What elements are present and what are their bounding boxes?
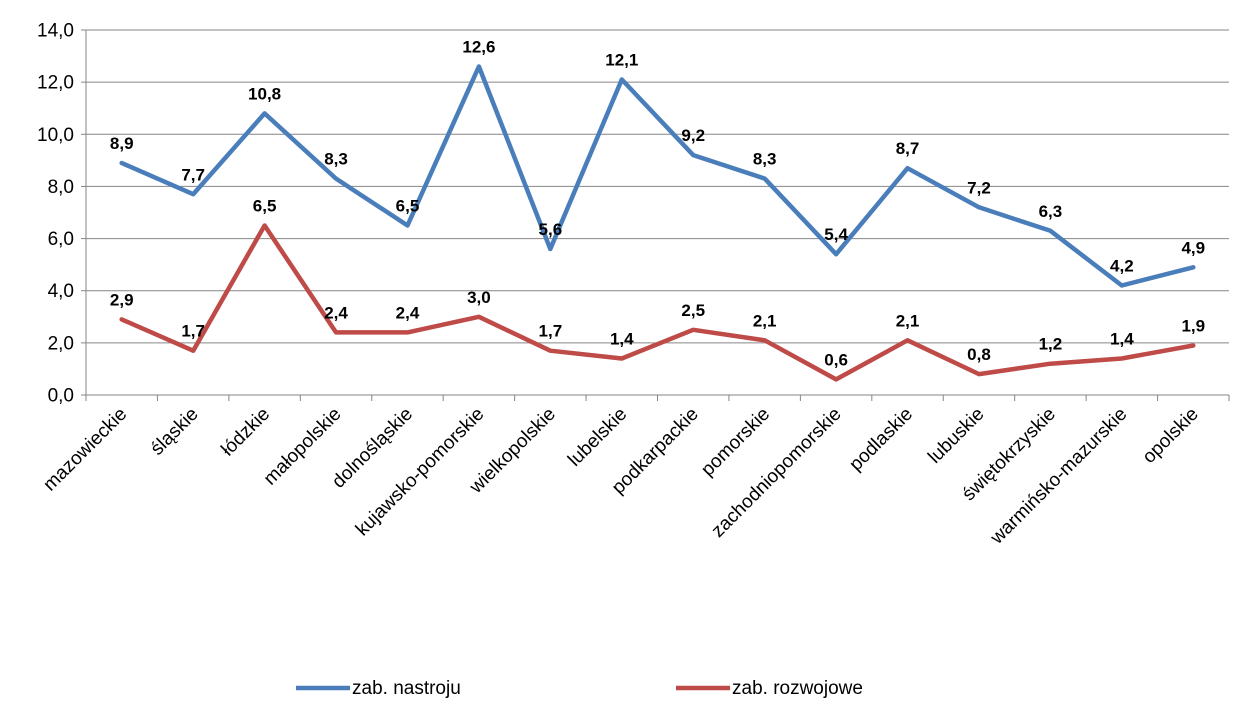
data-label: 2,9 xyxy=(110,290,134,309)
x-category-label: podlaskie xyxy=(845,404,917,476)
data-label: 0,8 xyxy=(967,345,991,364)
legend: zab. nastroju zab. rozwojowe xyxy=(296,678,863,699)
x-category-label: lubuskie xyxy=(924,404,988,468)
data-label: 2,1 xyxy=(753,311,777,330)
data-label: 9,2 xyxy=(681,126,705,145)
x-category-label: opolskie xyxy=(1139,404,1203,468)
data-label: 4,2 xyxy=(1110,257,1134,276)
data-label: 6,5 xyxy=(396,197,420,216)
x-category-label: łódzkie xyxy=(217,404,274,461)
data-label: 8,3 xyxy=(324,150,348,169)
y-tick-label: 12,0 xyxy=(37,73,74,94)
data-label: 8,7 xyxy=(896,139,920,158)
series-line-zab-rozwojowe xyxy=(119,223,1196,382)
data-label: 8,3 xyxy=(753,150,777,169)
data-label: 1,7 xyxy=(539,322,563,341)
data-label: 10,8 xyxy=(248,84,281,103)
data-label: 1,2 xyxy=(1039,335,1063,354)
gridlines xyxy=(86,29,1229,396)
y-tick-label: 2,0 xyxy=(48,333,74,354)
data-label: 7,7 xyxy=(181,165,205,184)
y-tick-label: 10,0 xyxy=(37,125,74,146)
y-tick-label: 8,0 xyxy=(48,177,74,198)
data-label: 2,1 xyxy=(896,311,920,330)
y-tick-label: 6,0 xyxy=(48,229,74,250)
x-category-label: kujawsko-pomorskie xyxy=(352,404,489,541)
data-label: 6,5 xyxy=(253,197,277,216)
data-label: 1,9 xyxy=(1181,316,1205,335)
series-line-zab-nastroju xyxy=(119,64,1196,288)
data-label: 4,9 xyxy=(1181,238,1205,257)
data-label: 2,5 xyxy=(681,301,705,320)
data-label: 7,2 xyxy=(967,178,991,197)
series-lines xyxy=(119,64,1196,382)
data-label: 8,9 xyxy=(110,134,134,153)
y-tick-label: 14,0 xyxy=(37,21,74,42)
data-label: 1,4 xyxy=(1110,330,1134,349)
y-tick-label: 4,0 xyxy=(48,281,74,302)
data-label: 5,6 xyxy=(539,220,563,239)
data-label: 2,4 xyxy=(324,303,348,322)
x-category-label: śląskie xyxy=(147,404,203,460)
data-label: 1,7 xyxy=(181,322,205,341)
legend-label: zab. nastroju xyxy=(352,678,461,699)
data-label: 3,0 xyxy=(467,288,491,307)
data-label: 12,6 xyxy=(462,38,495,57)
data-label: 12,1 xyxy=(605,51,638,70)
axes: 0,0 2,0 4,0 6,0 8,0 10,0 12,0 14,0 mazowieckie śl… xyxy=(37,21,1230,549)
legend-label: zab. rozwojowe xyxy=(732,678,863,699)
data-label: 2,4 xyxy=(396,303,420,322)
x-category-label: mazowieckie xyxy=(39,404,131,496)
data-label: 5,4 xyxy=(824,225,848,244)
x-category-label: lubelskie xyxy=(564,404,631,471)
data-labels: 8,9 7,7 10,8 8,3 6,5 12,6 5,6 12,1 9,2 8,3 5,4 8,7 7… xyxy=(110,38,1205,370)
y-tick-label: 0,0 xyxy=(48,386,74,407)
x-category-label: warmińsko-mazurskie xyxy=(986,404,1131,549)
data-label: 1,4 xyxy=(610,330,634,349)
data-label: 0,6 xyxy=(824,350,848,369)
x-category-label: pomorskie xyxy=(697,404,774,481)
data-label: 6,3 xyxy=(1039,202,1063,221)
x-category-label: zachodniopomorskie xyxy=(708,404,846,542)
